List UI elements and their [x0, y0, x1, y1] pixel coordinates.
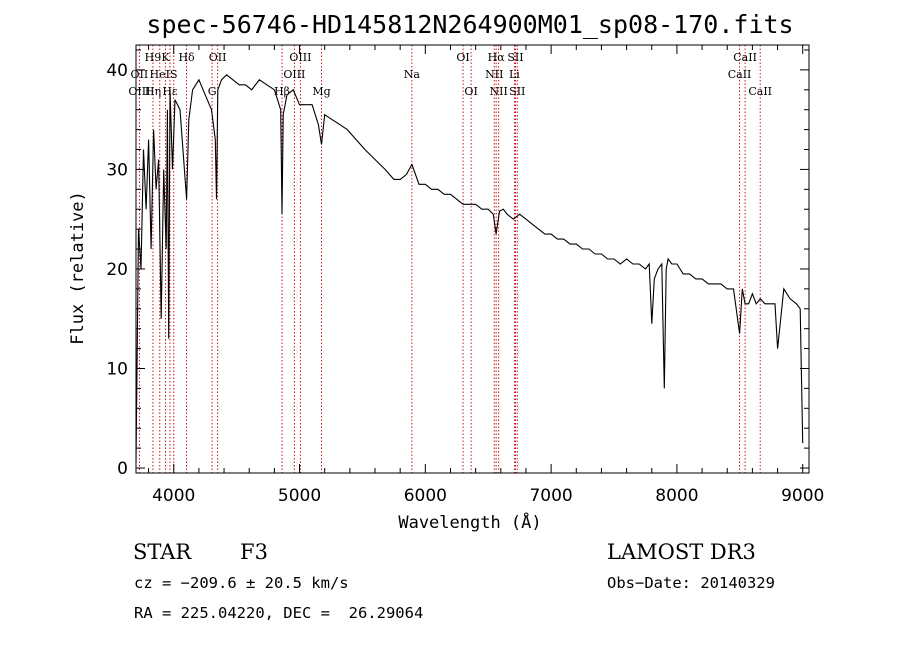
y-tick-label: 40 [106, 61, 128, 81]
redshift-velocity: cz = −209.6 ± 20.5 km/s [134, 574, 349, 592]
spectral-line-markers [138, 45, 761, 473]
y-tick-label: 0 [117, 459, 128, 479]
x-tick-label: 6000 [404, 486, 447, 506]
y-tick-label: 10 [106, 359, 128, 379]
axis-ticks: 4000 5000 6000 7000 8000 9000 0 10 20 30 40 [106, 45, 824, 506]
spectral-line-label: Na [404, 68, 421, 81]
spectral-line-label: SII [507, 51, 523, 64]
x-tick-label: 5000 [278, 486, 321, 506]
spectral-line-label: CaII [728, 68, 752, 81]
spectral-line-label: NII [490, 85, 508, 98]
plot-frame [135, 44, 810, 474]
spectral-line-label: OI [464, 85, 477, 98]
spectral-line-label: OI [456, 51, 469, 64]
chart-title: spec-56746-HD145812N264900M01_sp08-170.f… [146, 10, 793, 39]
spectral-line-label: HeI [150, 68, 170, 81]
spectrum-series-line [135, 74, 804, 464]
spectral-line-label: OII [131, 68, 149, 81]
y-axis-label: Flux (relative) [68, 191, 88, 345]
spectral-line-label: K [161, 51, 170, 64]
x-axis-label: Wavelength (Å) [398, 511, 541, 533]
spectral-line-label: OIII [283, 68, 305, 81]
survey-name: LAMOST DR3 [607, 540, 756, 564]
spectral-line-label: G [208, 85, 217, 98]
spectral-line-label: Hβ [274, 85, 290, 98]
spectral-line-label: Mg [312, 85, 330, 98]
spectral-line-label: OIII [289, 51, 311, 64]
x-tick-label: 9000 [781, 486, 824, 506]
spectral-line-label: Hη [145, 85, 161, 98]
x-tick-label: 7000 [529, 486, 572, 506]
x-tick-label: 4000 [152, 486, 195, 506]
y-tick-label: 20 [106, 260, 128, 280]
spectral-line-label: Hα [488, 51, 506, 64]
spectral-line-label: Hδ [178, 51, 195, 64]
spectral-line-label: NII [485, 68, 503, 81]
spectral-line-label: OIII [128, 85, 150, 98]
object-subclass: F3 [240, 540, 268, 564]
observation-date: Obs−Date: 20140329 [607, 574, 775, 592]
x-tick-label: 8000 [655, 486, 698, 506]
spectral-line-label: SII [509, 85, 525, 98]
spectral-line-label: CaII [748, 85, 772, 98]
object-class: STAR [133, 540, 192, 564]
spectral-line-label: OII [209, 51, 227, 64]
spectral-line-label: S [170, 68, 178, 81]
spectral-line-label: CaII [733, 51, 757, 64]
y-tick-label: 30 [106, 160, 128, 180]
spectral-line-label: H9 [145, 51, 162, 64]
coordinates: RA = 225.04220, DEC = 26.29064 [134, 604, 424, 622]
spectral-line-label: Li [509, 68, 520, 81]
